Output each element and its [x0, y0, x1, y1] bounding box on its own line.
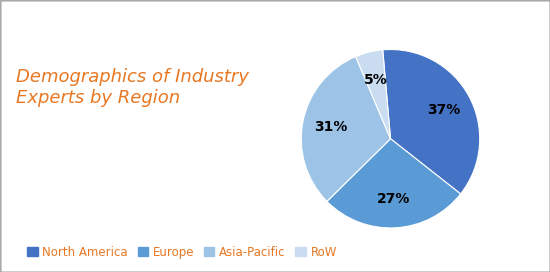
- Text: 27%: 27%: [377, 192, 410, 206]
- Text: 31%: 31%: [314, 120, 348, 134]
- Text: 37%: 37%: [427, 103, 460, 117]
- Text: Demographics of Industry
Experts by Region: Demographics of Industry Experts by Regi…: [16, 68, 249, 107]
- Text: 5%: 5%: [364, 73, 388, 87]
- Wedge shape: [383, 50, 480, 194]
- Wedge shape: [301, 57, 390, 201]
- Legend: North America, Europe, Asia-Pacific, RoW: North America, Europe, Asia-Pacific, RoW: [23, 241, 342, 263]
- Wedge shape: [327, 139, 460, 228]
- Wedge shape: [356, 50, 390, 139]
